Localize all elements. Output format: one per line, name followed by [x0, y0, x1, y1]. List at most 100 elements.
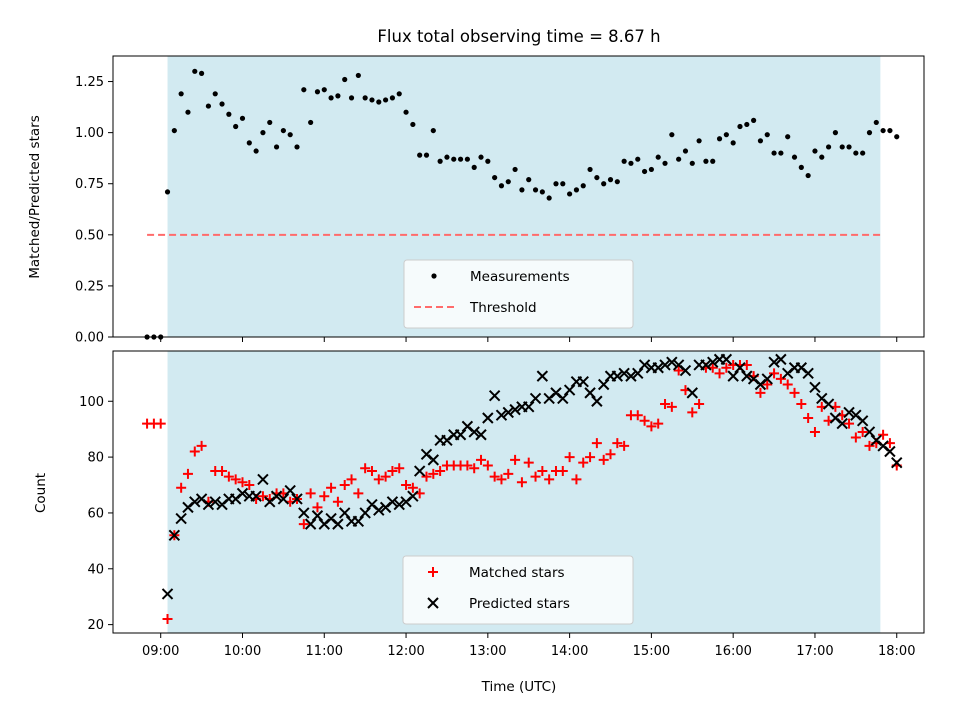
top-point-0-49 — [478, 154, 484, 160]
predicted-point-83 — [727, 370, 739, 382]
top-point-0-3 — [164, 189, 171, 195]
predicted-point-25 — [332, 518, 344, 530]
top-point-0-34 — [376, 99, 382, 105]
predicted-point-102 — [856, 415, 869, 427]
matched-point-41 — [421, 471, 432, 482]
predicted-point-1 — [168, 529, 181, 541]
top-y-tick-label-2: 0.50 — [75, 228, 104, 243]
x-axis-label: Time (UTC) — [481, 679, 557, 695]
top-point-0-7 — [192, 68, 198, 74]
x-tick-label-9: 18:00 — [878, 644, 915, 659]
matched-point-23 — [298, 519, 309, 530]
matched-point-77 — [666, 401, 677, 412]
matched-point-78 — [673, 365, 684, 376]
predicted-point-55 — [536, 370, 549, 382]
top-point-0-109 — [887, 127, 893, 134]
predicted-point-13 — [250, 490, 262, 502]
predicted-point-11 — [236, 487, 249, 500]
matched-point-11 — [217, 466, 228, 477]
top-y-tick-label-5: 1.25 — [75, 75, 104, 90]
top-point-0-82 — [703, 158, 709, 164]
top-point-0-26 — [321, 87, 327, 93]
predicted-point-20 — [298, 507, 310, 519]
top-point-0-78 — [676, 156, 682, 162]
top-point-0-75 — [655, 154, 661, 160]
top-point-0-29 — [342, 76, 348, 83]
predicted-point-88 — [761, 373, 773, 385]
top-point-0-86 — [730, 140, 736, 146]
predicted-point-80 — [707, 356, 719, 368]
matched-point-62 — [564, 452, 575, 463]
matched-point-66 — [591, 438, 602, 449]
predicted-point-0 — [161, 588, 174, 600]
top-point-0-43 — [437, 158, 443, 164]
top-point-0-88 — [744, 121, 750, 128]
matched-point-29 — [339, 480, 350, 491]
predicted-point-63 — [591, 395, 603, 407]
predicted-point-61 — [577, 376, 589, 388]
top-point-0-74 — [648, 166, 654, 173]
matched-point-7 — [189, 446, 200, 457]
top-point-0-24 — [308, 119, 314, 126]
matched-point-48 — [469, 463, 480, 474]
predicted-point-49 — [495, 409, 508, 421]
bottom-plot-area: 20 40 60 80 100 09:00 10:00 11:00 12:00 13:00 14:0… — [79, 350, 925, 659]
top-point-0-14 — [239, 115, 246, 121]
matched-point-42 — [428, 468, 439, 479]
top-point-0-97 — [805, 172, 811, 179]
matched-point-50 — [482, 460, 493, 471]
predicted-point-90 — [775, 353, 787, 366]
predicted-point-54 — [529, 392, 542, 405]
matched-point-57 — [530, 471, 541, 482]
predicted-point-62 — [584, 387, 596, 399]
x-tick-label-7: 16:00 — [714, 644, 751, 659]
bottom-legend-marker-0 — [428, 567, 438, 577]
matched-point-28 — [332, 496, 343, 507]
top-point-0-102 — [839, 144, 845, 150]
top-point-0-63 — [573, 187, 580, 193]
matched-point-84 — [714, 368, 725, 379]
bottom-legend — [402, 555, 634, 625]
top-point-0-41 — [423, 152, 430, 158]
top-point-0-66 — [594, 174, 600, 181]
top-point-0-9 — [205, 103, 212, 109]
predicted-point-85 — [741, 370, 753, 382]
matched-point-49 — [476, 454, 487, 465]
matched-point-33 — [366, 466, 377, 477]
predicted-point-79 — [700, 359, 712, 371]
matched-point-81 — [694, 399, 705, 410]
matched-point-43 — [435, 466, 446, 477]
predicted-point-68 — [625, 370, 637, 382]
top-point-0-12 — [226, 111, 232, 117]
matched-point-52 — [496, 474, 507, 485]
top-point-0-85 — [723, 132, 729, 138]
top-point-0-60 — [553, 181, 559, 187]
predicted-point-51 — [509, 403, 521, 416]
predicted-point-34 — [393, 498, 405, 511]
predicted-point-66 — [611, 370, 624, 382]
predicted-point-48 — [488, 389, 501, 402]
top-point-0-4 — [171, 127, 177, 134]
predicted-point-70 — [638, 359, 651, 371]
matched-point-98 — [809, 426, 820, 437]
matched-point-96 — [796, 399, 807, 410]
bottom-y-tick-label-2: 60 — [87, 506, 104, 521]
top-point-0-8 — [198, 70, 205, 76]
matched-point-54 — [510, 454, 521, 465]
matched-point-8 — [196, 440, 207, 451]
matched-point-80 — [687, 407, 698, 418]
matched-point-47 — [462, 460, 473, 471]
predicted-point-29 — [359, 507, 371, 519]
top-point-0-96 — [798, 164, 804, 170]
matched-point-95 — [789, 387, 800, 398]
matched-point-38 — [401, 480, 412, 491]
top-point-0-16 — [253, 148, 259, 154]
top-point-0-89 — [751, 117, 757, 123]
top-point-0-32 — [362, 95, 368, 101]
top-point-0-13 — [233, 123, 239, 130]
top-point-0-56 — [526, 177, 532, 183]
top-point-0-101 — [832, 130, 839, 136]
matched-point-53 — [503, 468, 514, 479]
top-point-0-100 — [825, 144, 832, 150]
top-point-0-65 — [587, 166, 593, 173]
